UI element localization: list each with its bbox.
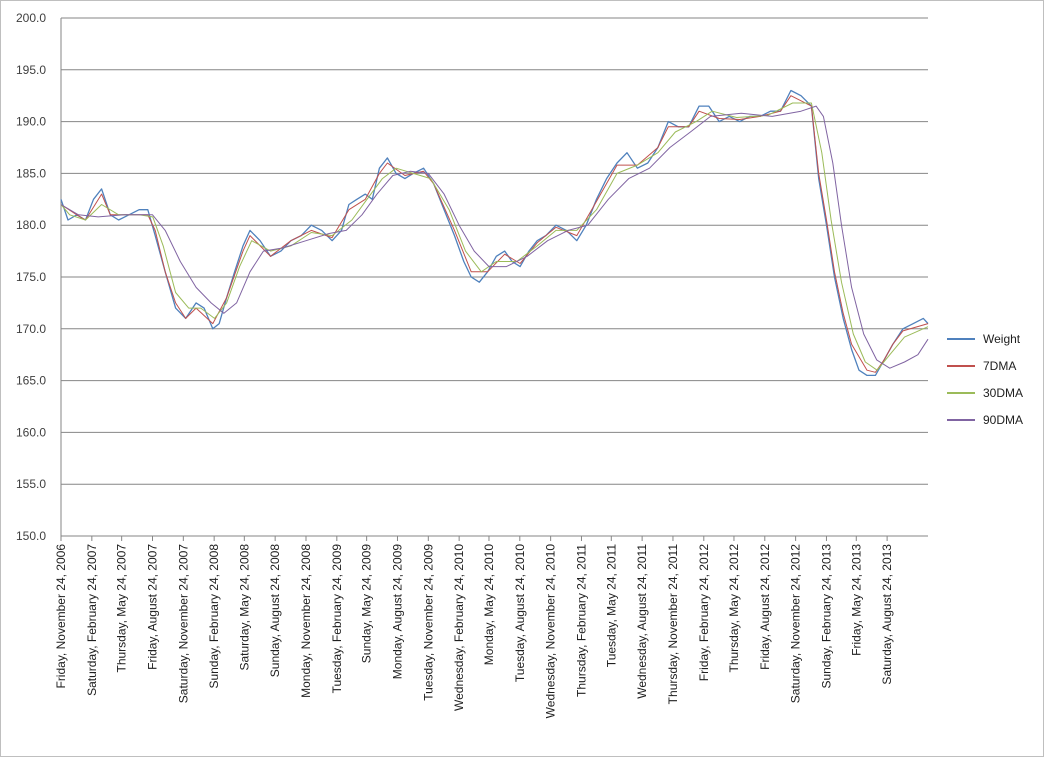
series-line-7dma	[60, 95, 929, 373]
x-tick-label: Friday, August 24, 2012	[758, 544, 772, 670]
x-axis-ticks: Friday, November 24, 2006 Saturday, Febru…	[54, 536, 894, 718]
series-line-90dma	[60, 105, 929, 369]
x-tick-label: Monday, August 24, 2009	[390, 544, 404, 680]
legend-label: Weight	[983, 332, 1021, 346]
x-tick-label: Thursday, May 24, 2007	[115, 544, 129, 673]
legend: Weight 7DMA 30DMA 90DMA	[947, 332, 1023, 427]
series-line-weight	[60, 89, 929, 377]
y-axis-ticks: 150.0 155.0 160.0 165.0 170.0 175.0 180.0 185.0…	[16, 11, 46, 543]
x-tick-label: Saturday, May 24, 2008	[237, 544, 251, 671]
y-tick-label: 160.0	[16, 425, 46, 439]
legend-label: 90DMA	[983, 413, 1023, 427]
x-tick-label: Friday, November 24, 2006	[54, 544, 68, 689]
gridlines	[60, 17, 928, 537]
x-tick-label: Tuesday, May 24, 2011	[604, 544, 618, 668]
x-tick-label: Thursday, November 24, 2011	[666, 544, 680, 705]
series-line-30dma	[60, 102, 929, 371]
x-tick-label: Saturday, February 24, 2007	[85, 544, 99, 696]
x-tick-label: Tuesday, February 24, 2009	[330, 544, 344, 694]
x-tick-label: Wednesday, February 24, 2010	[452, 544, 466, 711]
x-tick-label: Saturday, November 24, 2007	[176, 544, 190, 704]
x-tick-label: Friday, August 24, 2007	[145, 544, 159, 670]
x-tick-label: Saturday, November 24, 2012	[789, 544, 803, 704]
x-tick-label: Saturday, August 24, 2013	[880, 544, 894, 685]
x-tick-label: Tuesday, November 24, 2009	[421, 544, 435, 701]
y-tick-label: 185.0	[16, 166, 46, 180]
x-tick-label: Sunday, August 24, 2008	[268, 544, 282, 678]
y-tick-label: 180.0	[16, 218, 46, 232]
y-tick-label: 150.0	[16, 529, 46, 543]
y-tick-label: 175.0	[16, 270, 46, 284]
x-tick-label: Friday, May 24, 2013	[849, 544, 863, 656]
x-tick-label: Sunday, February 24, 2013	[819, 544, 833, 689]
y-tick-label: 155.0	[16, 477, 46, 491]
series-lines	[60, 89, 929, 377]
x-tick-label: Thursday, May 24, 2012	[727, 544, 741, 673]
y-tick-label: 195.0	[16, 63, 46, 77]
y-tick-label: 165.0	[16, 374, 46, 388]
y-tick-label: 190.0	[16, 115, 46, 129]
x-tick-label: Thursday, February 24, 2011	[574, 544, 588, 697]
x-tick-label: Tuesday, August 24, 2010	[513, 544, 527, 682]
x-tick-label: Wednesday, August 24, 2011	[635, 544, 649, 699]
x-tick-label: Sunday, February 24, 2008	[207, 544, 221, 689]
x-tick-label: Monday, May 24, 2010	[482, 544, 496, 666]
legend-label: 7DMA	[983, 359, 1016, 373]
x-tick-label: Friday, February 24, 2012	[697, 544, 711, 682]
x-tick-label: Wednesday, November 24, 2010	[544, 544, 558, 719]
x-tick-label: Monday, November 24, 2008	[299, 544, 313, 698]
y-tick-label: 170.0	[16, 322, 46, 336]
y-tick-label: 200.0	[16, 11, 46, 25]
x-tick-label: Sunday, May 24, 2009	[360, 544, 374, 664]
legend-label: 30DMA	[983, 386, 1023, 400]
